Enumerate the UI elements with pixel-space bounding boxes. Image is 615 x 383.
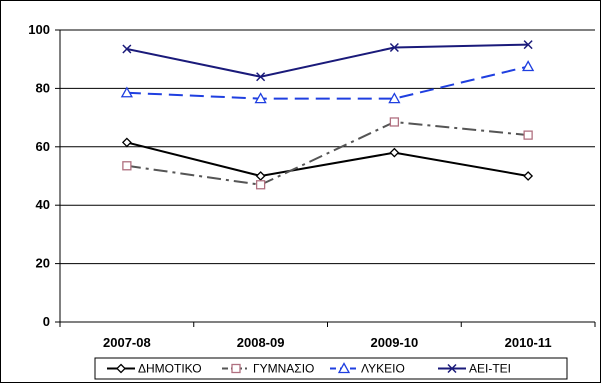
data-point (121, 137, 132, 148)
gridlines (60, 29, 595, 265)
legend-marker (231, 363, 241, 374)
legend-item: ΛΥΚΕΙΟ (330, 362, 405, 376)
legend-label: ΑΕΙ-ΤΕΙ (469, 362, 511, 376)
legend-label: ΓΥΜΝΑΣΙΟ (253, 362, 314, 376)
series-line (126, 65, 529, 100)
series-line (126, 120, 529, 186)
data-point (254, 92, 267, 104)
data-point (523, 171, 534, 181)
data-point (388, 92, 401, 104)
y-axis: 0 20 40 60 80 100 (28, 22, 61, 329)
data-point (255, 171, 266, 181)
series-1 (121, 137, 534, 181)
series-4 (122, 40, 533, 82)
data-point (122, 161, 132, 171)
legend: ΔΗΜΟΤΙΚΟ ΓΥΜΝΑΣΙΟ ΛΥΚΕΙΟ ΑΕΙ-ΤΕΙ (94, 357, 568, 380)
legend-item: ΔΗΜΟΤΙΚΟ (107, 362, 202, 376)
data-point (389, 42, 399, 53)
legend-item: ΓΥΜΝΑΣΙΟ (222, 362, 314, 376)
y-tick-label: 100 (28, 22, 50, 37)
series-2 (122, 117, 533, 190)
x-tick-label: 2007-08 (103, 335, 151, 350)
data-point (122, 44, 132, 54)
x-axis: 2007-08 2008-09 2009-10 2010-11 (59, 321, 596, 350)
legend-label: ΛΥΚΕΙΟ (361, 362, 405, 376)
legend-marker (337, 362, 351, 374)
y-tick-label: 80 (36, 80, 50, 95)
y-tick-label: 60 (36, 139, 50, 154)
x-tick-label: 2008-09 (237, 335, 285, 350)
data-point (523, 40, 533, 50)
data-point (523, 130, 533, 140)
legend-label: ΔΗΜΟΤΙΚΟ (138, 362, 202, 376)
series-line (126, 43, 529, 78)
series-group (120, 40, 535, 190)
legend-marker (447, 363, 457, 374)
data-point (256, 72, 266, 82)
x-tick-label: 2010-11 (505, 335, 552, 350)
y-tick-label: 0 (43, 314, 50, 329)
y-tick-label: 40 (36, 197, 50, 212)
series-3 (120, 60, 535, 104)
y-tick-label: 20 (36, 256, 50, 271)
data-point (389, 117, 400, 127)
legend-marker (116, 363, 126, 374)
series-line (126, 141, 529, 178)
chart-frame (0, 0, 601, 383)
data-point (255, 180, 266, 190)
x-tick-label: 2009-10 (371, 335, 419, 350)
legend-item: ΑΕΙ-ΤΕΙ (438, 362, 511, 376)
data-point (522, 60, 535, 72)
data-point (389, 147, 400, 158)
data-point (120, 86, 133, 98)
